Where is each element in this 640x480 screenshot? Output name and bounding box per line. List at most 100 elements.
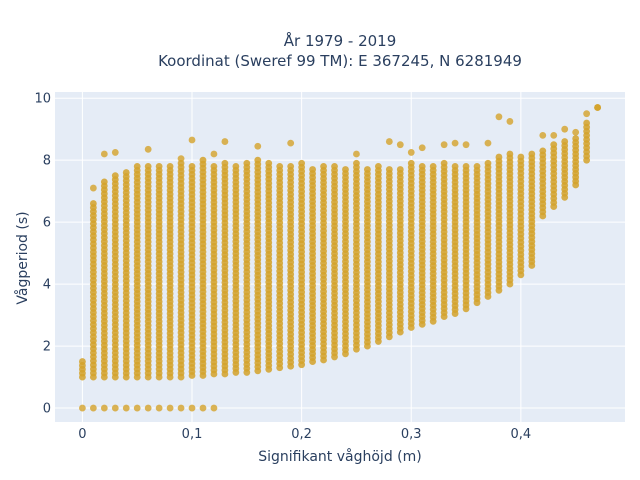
data-point [122, 404, 130, 412]
data-point [396, 141, 404, 149]
data-point [188, 372, 196, 379]
data-point [243, 369, 251, 376]
data-point [276, 364, 284, 372]
data-point [364, 342, 371, 350]
data-points [79, 104, 601, 412]
y-tick-label: 0 [43, 402, 51, 417]
data-point [144, 404, 152, 412]
data-point [331, 353, 338, 361]
data-point [177, 155, 185, 163]
y-axis-title: Vågperiod (s) [14, 211, 31, 304]
data-point [111, 373, 119, 381]
x-axis-ticks: 0 0,1 0,2 0,3 0,4 [78, 427, 531, 442]
data-point [111, 149, 119, 156]
data-point [254, 367, 262, 375]
data-point [495, 113, 503, 121]
data-point [89, 373, 97, 381]
data-point [429, 317, 437, 325]
y-tick-label: 4 [43, 278, 51, 293]
data-point [451, 310, 459, 317]
data-point [396, 328, 404, 336]
data-point [232, 369, 240, 376]
data-point [89, 184, 97, 192]
data-point [583, 156, 591, 164]
data-point [385, 138, 393, 145]
data-point [309, 358, 316, 365]
data-point [89, 404, 97, 412]
data-point [210, 150, 218, 158]
data-point [287, 139, 295, 147]
data-point [298, 361, 306, 369]
data-point [407, 324, 415, 331]
data-point [418, 144, 426, 152]
data-point [221, 138, 229, 145]
data-point [188, 404, 196, 412]
data-point [550, 203, 558, 211]
x-tick-label: 0,4 [511, 427, 532, 442]
data-point [199, 372, 207, 379]
data-point [561, 193, 569, 201]
data-point [188, 136, 196, 144]
x-tick-label: 0,1 [182, 427, 203, 442]
data-point [210, 404, 218, 412]
y-axis-ticks: 0 2 4 6 8 10 [34, 92, 51, 417]
data-point [177, 404, 185, 412]
data-point [539, 212, 547, 220]
data-point [528, 262, 536, 269]
data-point [473, 299, 481, 307]
data-point [287, 362, 295, 370]
x-tick-label: 0,2 [291, 427, 312, 442]
data-point [342, 350, 349, 358]
x-axis-title: Signifikant våghöjd (m) [258, 448, 421, 465]
data-point [100, 373, 108, 381]
data-point [385, 333, 393, 341]
data-point [100, 150, 108, 158]
data-point [265, 365, 273, 373]
data-point [506, 280, 514, 288]
y-tick-label: 8 [43, 154, 51, 169]
data-point [79, 373, 86, 381]
data-point [177, 373, 185, 381]
data-point [254, 142, 262, 150]
chart-title-line-1: År 1979 - 2019 [284, 31, 397, 50]
data-point [550, 131, 558, 139]
data-point [572, 128, 580, 136]
data-point [133, 404, 141, 412]
data-point [155, 373, 163, 381]
data-point [594, 104, 601, 111]
data-point [133, 373, 141, 381]
data-point [320, 356, 327, 364]
data-point [484, 293, 492, 300]
data-point [583, 110, 591, 118]
chart-title-line-2: Koordinat (Sweref 99 TM): E 367245, N 62… [158, 52, 522, 70]
data-point [462, 305, 470, 313]
data-point [100, 404, 108, 412]
data-point [506, 118, 514, 125]
data-point [462, 141, 470, 149]
x-tick-label: 0 [78, 427, 86, 442]
data-point [440, 313, 448, 321]
x-tick-label: 0,3 [401, 427, 422, 442]
data-point [122, 373, 130, 381]
data-point [440, 141, 448, 149]
data-point [144, 373, 152, 381]
data-point [418, 320, 426, 328]
data-point [495, 286, 503, 294]
data-point [407, 149, 415, 156]
data-point [199, 404, 207, 412]
data-point [451, 139, 459, 147]
data-point [561, 125, 569, 133]
data-point [353, 345, 360, 353]
data-point [517, 271, 525, 279]
data-point [572, 181, 580, 189]
y-tick-label: 10 [34, 92, 51, 107]
data-point [166, 404, 174, 412]
data-point [144, 145, 152, 153]
data-point [210, 370, 218, 378]
data-point [111, 404, 119, 412]
data-point [353, 150, 360, 158]
y-tick-label: 6 [43, 216, 51, 231]
data-point [155, 404, 163, 412]
